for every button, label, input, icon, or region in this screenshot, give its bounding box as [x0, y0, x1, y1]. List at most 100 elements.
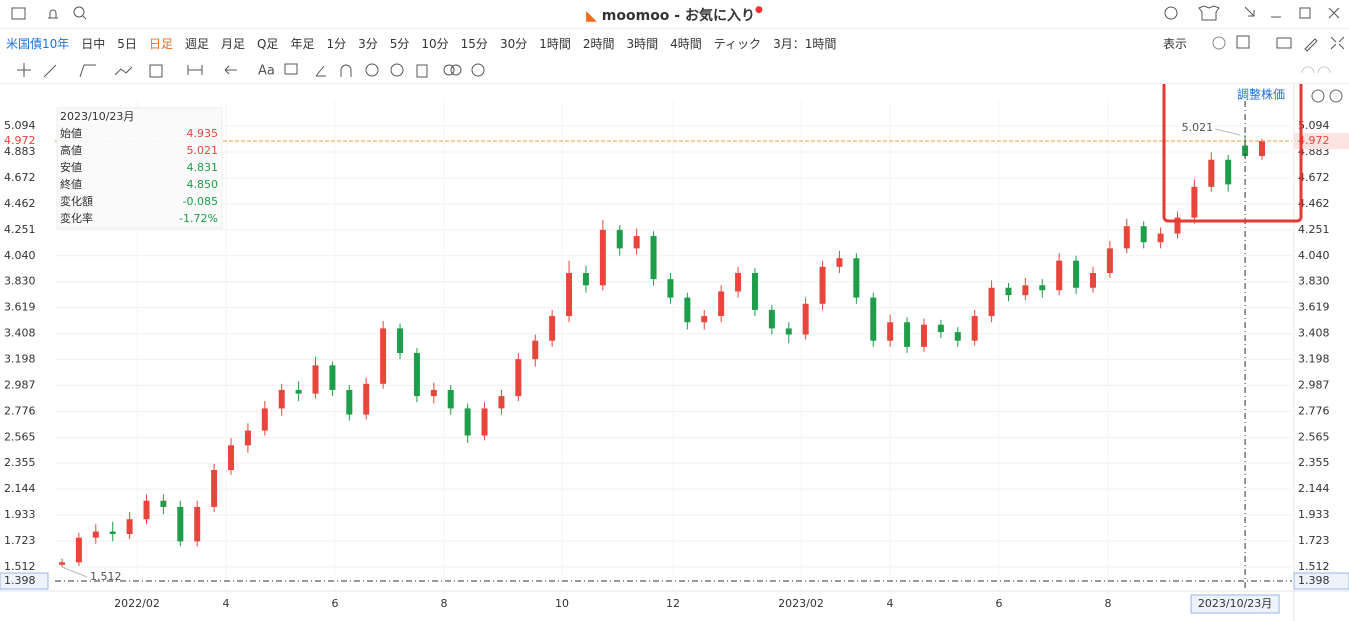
camera-icon[interactable] [1276, 37, 1292, 49]
candle-body [194, 506, 201, 542]
candle-body [819, 266, 826, 304]
period-tab[interactable]: 年足 [290, 36, 315, 51]
link-tool[interactable] [443, 64, 455, 76]
move-tool[interactable] [17, 63, 31, 77]
info-label: 始値 [60, 126, 82, 140]
info-label: 安値 [60, 160, 82, 174]
shirt-icon[interactable] [1198, 5, 1220, 21]
period-tab[interactable]: 日中 [81, 36, 106, 51]
hide-tool[interactable] [390, 63, 404, 77]
period-tab[interactable]: 月足 [220, 36, 245, 51]
period-tab[interactable]: 3月：1時間 [773, 36, 837, 51]
x-tick-label: 8 [441, 597, 448, 610]
zoom-in[interactable] [1329, 89, 1343, 103]
candle-body [549, 316, 556, 341]
shrink-icon[interactable] [1244, 6, 1255, 17]
y-tick-label: 1.512 [4, 560, 36, 573]
candle-body [684, 297, 691, 323]
text-tool[interactable]: Aa [258, 64, 275, 79]
period-tab[interactable]: 30分 [499, 36, 528, 51]
candle-body [1106, 248, 1113, 273]
info-box [56, 107, 223, 229]
y-tick-label: 1.723 [4, 534, 36, 547]
period-tab[interactable]: ティック [713, 36, 762, 51]
search-icon[interactable] [73, 6, 85, 18]
x-tick-label: 12 [666, 597, 680, 610]
wave-tool[interactable] [114, 66, 133, 76]
menu-icon[interactable] [11, 7, 26, 20]
y-tick-label: 2.987 [4, 378, 36, 391]
line-tool[interactable] [43, 64, 57, 78]
period-tab[interactable]: 1時間 [539, 36, 571, 51]
period-tab[interactable]: 3分 [358, 36, 378, 51]
period-tab[interactable]: 1分 [326, 36, 347, 51]
date-label: 2023/10/23月 [1198, 597, 1272, 610]
period-tab[interactable]: 10分 [421, 36, 449, 51]
period-tab[interactable]: 週足 [184, 36, 209, 51]
delete-tool[interactable] [416, 64, 428, 78]
headset-icon[interactable] [1164, 6, 1178, 20]
high-leader [1214, 128, 1241, 136]
period-tab[interactable]: Q足 [256, 36, 279, 51]
y-tick-label: 3.830 [4, 275, 36, 288]
settings-icon[interactable] [1212, 36, 1226, 50]
config-tool[interactable] [471, 63, 485, 77]
close-button[interactable] [1328, 7, 1340, 19]
adjust-label[interactable]: 調整株価 [1237, 87, 1285, 102]
y-tick-label: 2.144 [4, 482, 36, 495]
period-tab[interactable]: 日足 [148, 36, 173, 51]
high-label: 5.021 [1182, 121, 1214, 134]
undo-redo[interactable] [1301, 66, 1331, 74]
candle-body [380, 328, 387, 384]
y-tick-label: 1.723 [1298, 534, 1330, 547]
period-tab[interactable]: 2時間 [582, 36, 615, 51]
x-tick-label: 4 [223, 597, 230, 610]
candle-body [515, 359, 522, 397]
y-tick-label: 3.619 [4, 301, 36, 314]
candle-body [920, 324, 927, 347]
candle-body [1005, 287, 1012, 296]
candle-body [346, 389, 353, 415]
lock-tool[interactable] [365, 63, 379, 77]
layout-icon[interactable] [1236, 35, 1250, 49]
candle-body [718, 291, 725, 317]
y-tick-label: 4.672 [1298, 171, 1330, 184]
symbol-label[interactable]: 米国債10年 [6, 36, 70, 51]
note-tool[interactable] [284, 63, 298, 75]
info-value: 5.021 [187, 144, 219, 157]
zoom-out[interactable] [1311, 89, 1325, 103]
chart-tools [1212, 35, 1345, 52]
period-tab[interactable]: 5日 [117, 36, 137, 51]
expand-icon[interactable] [1330, 36, 1345, 50]
display-menu[interactable]: 表示 [1162, 36, 1187, 51]
y-tick-label: 2.144 [1298, 482, 1330, 495]
y-tick-label: 3.830 [1298, 275, 1330, 288]
ray-tool[interactable] [79, 64, 96, 78]
y-tick-label: 4.040 [1298, 249, 1330, 262]
period-tab[interactable]: 5分 [389, 36, 410, 51]
period-tab[interactable]: 15分 [460, 36, 488, 51]
candle-body [785, 328, 792, 335]
drawing-tools: Aa [17, 63, 1331, 79]
y-tick-label: 1.933 [1298, 508, 1330, 521]
candle-body [1073, 260, 1080, 288]
y-tick-label: 4.040 [4, 249, 36, 262]
measure-tool[interactable] [187, 65, 203, 75]
candle-body [582, 272, 589, 286]
info-label: 変化額 [60, 194, 93, 208]
period-tab[interactable]: 4時間 [670, 36, 702, 51]
pen-icon[interactable] [1304, 38, 1318, 52]
y-tick-label: 2.565 [4, 430, 36, 443]
arrow-tool[interactable] [224, 65, 237, 75]
fib-tool[interactable] [149, 64, 163, 78]
maximize-button[interactable] [1299, 7, 1311, 19]
bell-icon[interactable] [48, 9, 58, 19]
candle-body [802, 303, 809, 335]
angle-tool[interactable] [315, 65, 326, 77]
magnet-tool[interactable] [340, 64, 352, 77]
candle-body [954, 332, 961, 341]
info-value: 4.850 [187, 178, 219, 191]
period-tab[interactable]: 3時間 [626, 36, 659, 51]
candle-body [853, 258, 860, 298]
